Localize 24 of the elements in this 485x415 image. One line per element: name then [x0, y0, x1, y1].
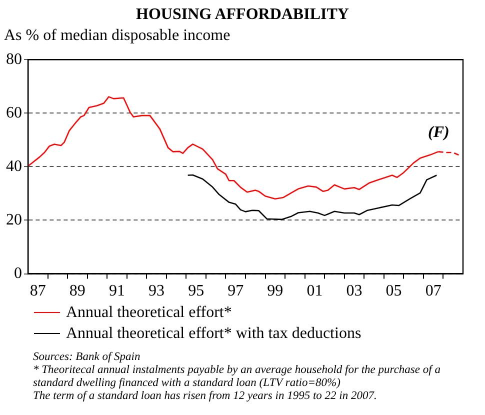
y-tick-label: 20 — [6, 211, 22, 228]
x-tick-label: 05 — [386, 282, 402, 300]
x-tick-label: 03 — [346, 282, 362, 300]
x-tick-label: 87 — [30, 282, 46, 300]
y-tick-label: 80 — [6, 50, 22, 68]
text: * Theoritecal annual instalments payable by an average household for the purchase of a standard dwelling financed with a standard loan (LTV ratio=80%) — [33, 364, 442, 390]
y-tick-label: 60 — [6, 104, 22, 122]
x-tick-label: 97 — [228, 282, 244, 300]
legend-label: Annual theoretical effort* with tax deductions — [66, 324, 362, 342]
x-tick-label: 07 — [425, 282, 442, 300]
x-tick-label: 01 — [306, 282, 323, 300]
x-tick-label: 89 — [69, 282, 86, 300]
x-tick-label: 93 — [148, 282, 165, 300]
chart-title: HOUSING AFFORDABILITY — [135, 6, 350, 24]
annotation: (F) — [428, 124, 450, 142]
x-tick-label: 91 — [108, 282, 125, 300]
x-tick-label: 99 — [267, 282, 284, 300]
y-axis-title: As % of median disposable income — [4, 27, 230, 45]
x-tick-label: 95 — [188, 282, 204, 300]
legend-label: Annual theoretical effort* — [66, 304, 232, 322]
y-tick-label: 0 — [14, 265, 22, 282]
text: The term of a standard loan has risen from 12 years in 1995 to 22 in 2007. — [33, 390, 378, 403]
y-tick-label: 40 — [6, 158, 22, 175]
source-note: Sources: Bank of Spain — [33, 351, 142, 364]
